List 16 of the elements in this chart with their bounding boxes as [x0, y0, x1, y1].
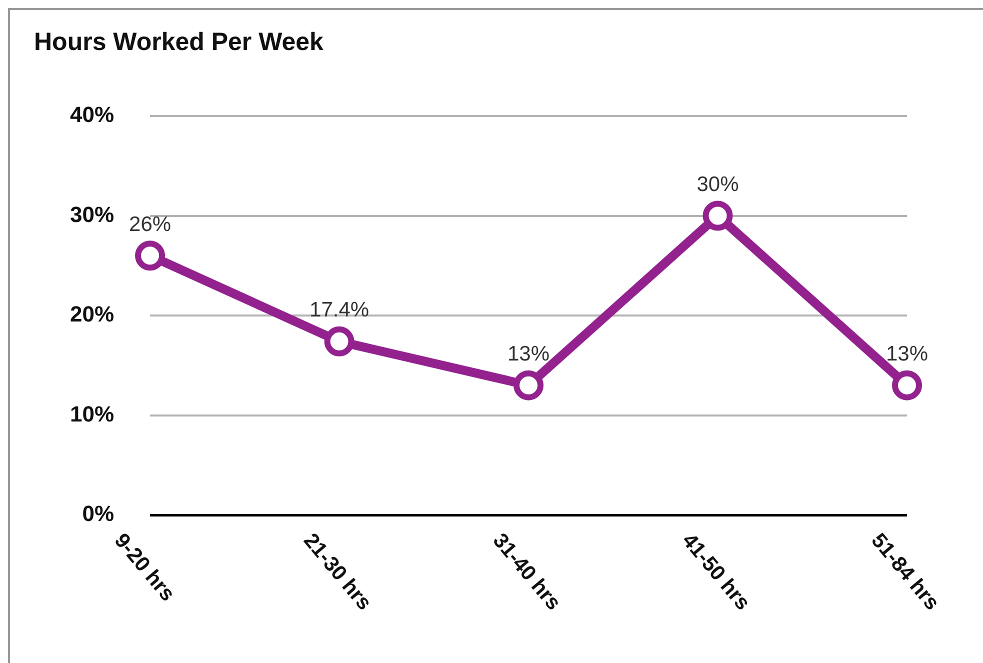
data-label: 13% [886, 342, 928, 366]
point [324, 326, 354, 356]
point [892, 370, 922, 400]
y-tick-label: 0% [82, 501, 114, 526]
y-tick-label: 30% [70, 202, 114, 227]
y-tick-label: 10% [70, 401, 114, 426]
data-label: 17.4% [310, 298, 370, 322]
data-label: 30% [696, 173, 739, 196]
chart-title: Hours Worked Per Week [34, 28, 324, 56]
y-tick-label: 20% [70, 302, 114, 327]
y-tick-label: 40% [70, 102, 114, 128]
point [702, 200, 733, 231]
data-label: 26% [129, 212, 172, 236]
point [514, 370, 544, 400]
point [135, 240, 166, 271]
data-label: 13% [508, 342, 550, 366]
